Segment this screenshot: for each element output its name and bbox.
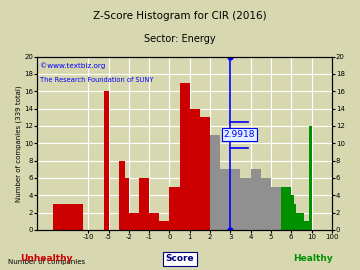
Bar (149, 213, 159, 230)
Bar (261, 178, 271, 230)
Bar (129, 213, 139, 230)
Text: Healthy: Healthy (293, 254, 333, 263)
Text: ©www.textbiz.org: ©www.textbiz.org (40, 62, 106, 69)
Text: The Research Foundation of SUNY: The Research Foundation of SUNY (40, 77, 154, 83)
Bar (119, 161, 125, 230)
Text: Number of companies: Number of companies (8, 259, 85, 265)
Text: Z-Score Histogram for CIR (2016): Z-Score Histogram for CIR (2016) (93, 11, 267, 21)
Bar (104, 91, 108, 230)
Bar (139, 178, 149, 230)
Bar (309, 126, 312, 230)
Bar (291, 195, 294, 230)
Bar (190, 109, 200, 230)
Bar (299, 213, 301, 230)
Text: Sector: Energy: Sector: Energy (144, 34, 216, 44)
Bar (180, 83, 190, 230)
Bar (159, 221, 170, 230)
Bar (170, 187, 180, 230)
Bar (281, 187, 291, 230)
Bar (306, 221, 309, 230)
Bar (210, 135, 220, 230)
Bar (271, 187, 281, 230)
Bar (296, 213, 299, 230)
Y-axis label: Number of companies (339 total): Number of companies (339 total) (15, 85, 22, 202)
Bar (294, 204, 296, 230)
Bar (53, 204, 83, 230)
Bar (230, 169, 240, 230)
Text: 2.9918: 2.9918 (224, 130, 255, 139)
Bar (251, 169, 261, 230)
Bar (125, 178, 129, 230)
Bar (200, 117, 210, 230)
Text: Unhealthy: Unhealthy (21, 254, 73, 263)
Bar (304, 221, 306, 230)
Bar (301, 213, 304, 230)
Bar (240, 178, 251, 230)
Text: Score: Score (166, 254, 194, 263)
Bar (220, 169, 230, 230)
